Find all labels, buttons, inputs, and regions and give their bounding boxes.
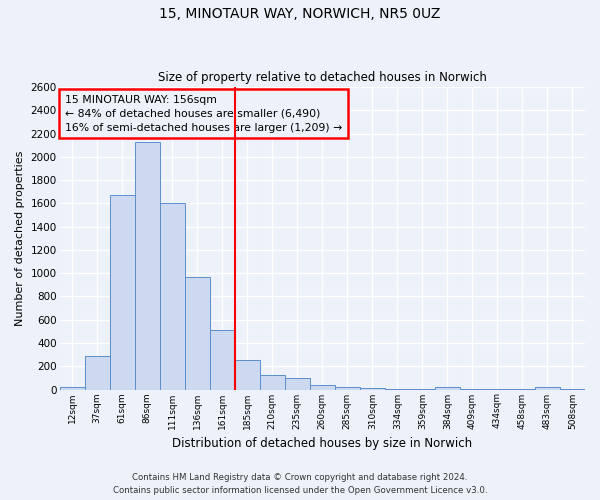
Bar — [185, 276, 210, 390]
Text: 15 MINOTAUR WAY: 156sqm
← 84% of detached houses are smaller (6,490)
16% of semi: 15 MINOTAUR WAY: 156sqm ← 84% of detache… — [65, 94, 342, 132]
Bar — [59, 387, 85, 390]
Bar — [485, 389, 510, 390]
Bar — [535, 387, 560, 390]
Bar — [134, 142, 160, 390]
Bar — [560, 389, 585, 390]
Title: Size of property relative to detached houses in Norwich: Size of property relative to detached ho… — [158, 72, 487, 85]
Bar — [110, 195, 134, 390]
Bar — [435, 387, 460, 390]
Y-axis label: Number of detached properties: Number of detached properties — [15, 150, 25, 326]
Bar — [260, 375, 285, 390]
Bar — [385, 388, 410, 390]
Bar — [210, 330, 235, 390]
X-axis label: Distribution of detached houses by size in Norwich: Distribution of detached houses by size … — [172, 437, 472, 450]
Text: 15, MINOTAUR WAY, NORWICH, NR5 0UZ: 15, MINOTAUR WAY, NORWICH, NR5 0UZ — [160, 8, 440, 22]
Bar — [335, 387, 360, 390]
Bar — [510, 389, 535, 390]
Bar — [360, 388, 385, 390]
Bar — [285, 378, 310, 390]
Text: Contains HM Land Registry data © Crown copyright and database right 2024.
Contai: Contains HM Land Registry data © Crown c… — [113, 474, 487, 495]
Bar — [310, 386, 335, 390]
Bar — [460, 389, 485, 390]
Bar — [160, 204, 185, 390]
Bar — [410, 389, 435, 390]
Bar — [85, 356, 110, 390]
Bar — [235, 360, 260, 390]
